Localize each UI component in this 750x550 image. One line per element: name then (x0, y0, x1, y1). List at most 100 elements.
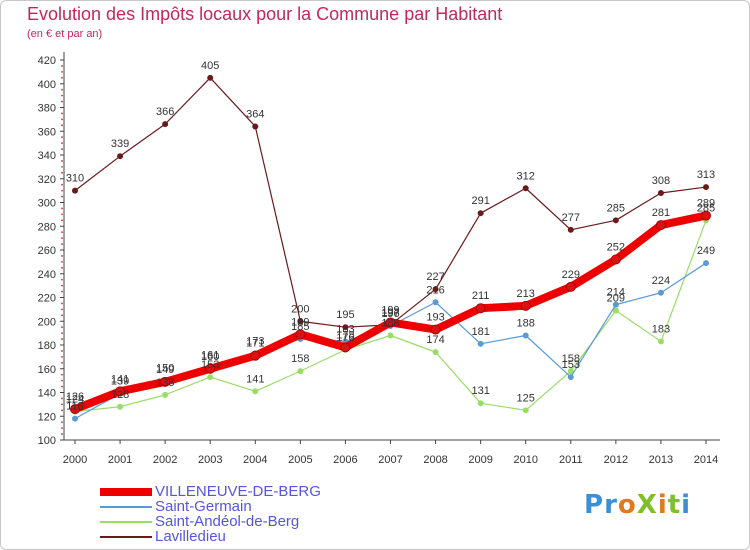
series-point (162, 121, 169, 128)
y-minor-tick (61, 171, 63, 174)
x-tick-label: 2000 (63, 454, 87, 466)
y-minor-tick (61, 183, 63, 186)
data-label: 131 (471, 385, 489, 397)
y-minor-tick (61, 427, 63, 430)
data-label: 174 (426, 334, 444, 346)
data-label: 160 (201, 351, 219, 363)
series-point (252, 123, 259, 130)
y-minor-tick (61, 243, 63, 245)
y-minor-tick (61, 266, 63, 269)
y-tick-label: 300 (38, 198, 56, 210)
x-tick-label: 2012 (604, 454, 628, 466)
series-point (701, 210, 711, 221)
series-point (477, 210, 484, 217)
y-minor-tick (61, 278, 63, 281)
series-point (655, 220, 666, 231)
data-label: 339 (111, 138, 129, 150)
y-minor-tick (61, 124, 63, 127)
y-minor-tick (61, 260, 63, 263)
y-minor-tick (61, 70, 63, 73)
data-label: 118 (66, 401, 84, 413)
data-label: 139 (111, 376, 129, 388)
data-label: 196 (381, 308, 399, 320)
series-point (252, 388, 259, 395)
y-tick-label: 320 (38, 174, 56, 186)
y-minor-tick (61, 355, 63, 358)
data-label: 200 (291, 303, 309, 315)
y-minor-tick (61, 195, 63, 198)
y-minor-tick (61, 379, 63, 382)
series-point (297, 318, 304, 325)
series-point (432, 299, 439, 306)
y-minor-tick (61, 255, 63, 257)
series-point (115, 386, 126, 397)
series-point (522, 332, 529, 339)
data-label: 178 (336, 329, 354, 341)
y-minor-tick (61, 94, 63, 97)
series-point (565, 281, 576, 292)
chart-title: Evolution des Impôts locaux pour la Comm… (27, 4, 503, 24)
line-chart: 100 120 140 160 180 200 220 240 260 280 300 320 340 3… (38, 52, 720, 466)
data-label: 150 (156, 363, 174, 375)
y-tick-label: 140 (38, 388, 56, 400)
series-point (520, 300, 531, 311)
y-minor-tick (61, 88, 63, 91)
series-point (342, 324, 349, 331)
data-label: 285 (607, 202, 625, 214)
data-label: 227 (426, 271, 444, 283)
data-label: 195 (336, 309, 354, 321)
y-tick-label: 380 (38, 103, 56, 115)
logo-letter: i (681, 490, 692, 520)
data-label: 197 (381, 307, 399, 319)
x-tick-label: 2009 (468, 454, 492, 466)
logo-letter: r (604, 490, 618, 520)
series-point (207, 374, 214, 381)
data-label: 153 (562, 359, 580, 371)
chart-subtitle: (en € et par an) (27, 28, 103, 40)
data-label: 229 (562, 269, 580, 281)
data-label: 181 (471, 326, 489, 338)
series-point (522, 407, 529, 414)
data-label: 216 (426, 284, 444, 296)
y-tick-label: 360 (38, 126, 56, 138)
y-minor-tick (61, 308, 63, 311)
y-minor-tick (61, 112, 63, 115)
legend-swatch (100, 536, 152, 538)
y-minor-tick (61, 118, 63, 121)
y-minor-tick (61, 373, 63, 376)
series-point (430, 324, 441, 335)
y-minor-tick (61, 189, 63, 192)
y-minor-tick (61, 160, 63, 162)
data-label: 171 (246, 338, 264, 350)
series-point (207, 74, 214, 81)
y-tick-label: 260 (38, 245, 56, 257)
data-label: 277 (562, 212, 580, 224)
legend-label: Lavilledieu (155, 528, 226, 545)
data-label: 189 (291, 316, 309, 328)
y-minor-tick (61, 433, 63, 435)
series-point (117, 403, 124, 410)
data-label: 366 (156, 106, 174, 118)
series-point (72, 415, 78, 422)
legend-label: Saint-Andéol-de-Berg (155, 513, 300, 530)
y-minor-tick (61, 207, 63, 210)
data-label: 211 (472, 290, 490, 302)
data-label: 289 (697, 198, 715, 210)
series-point (657, 338, 664, 345)
y-minor-tick (61, 361, 63, 364)
y-minor-tick (61, 290, 63, 293)
series-point (703, 260, 709, 267)
series-point (70, 404, 80, 415)
y-minor-tick (61, 385, 63, 388)
series-point (612, 307, 619, 314)
data-label: 183 (652, 323, 670, 335)
y-minor-tick (61, 100, 63, 103)
data-label: 308 (652, 175, 670, 187)
x-tick-label: 2001 (108, 454, 132, 466)
y-tick-label: 200 (38, 316, 56, 328)
data-label: 124 (66, 394, 84, 406)
data-label: 214 (607, 287, 625, 299)
data-label: 138 (156, 377, 174, 389)
y-tick-label: 160 (38, 364, 56, 376)
